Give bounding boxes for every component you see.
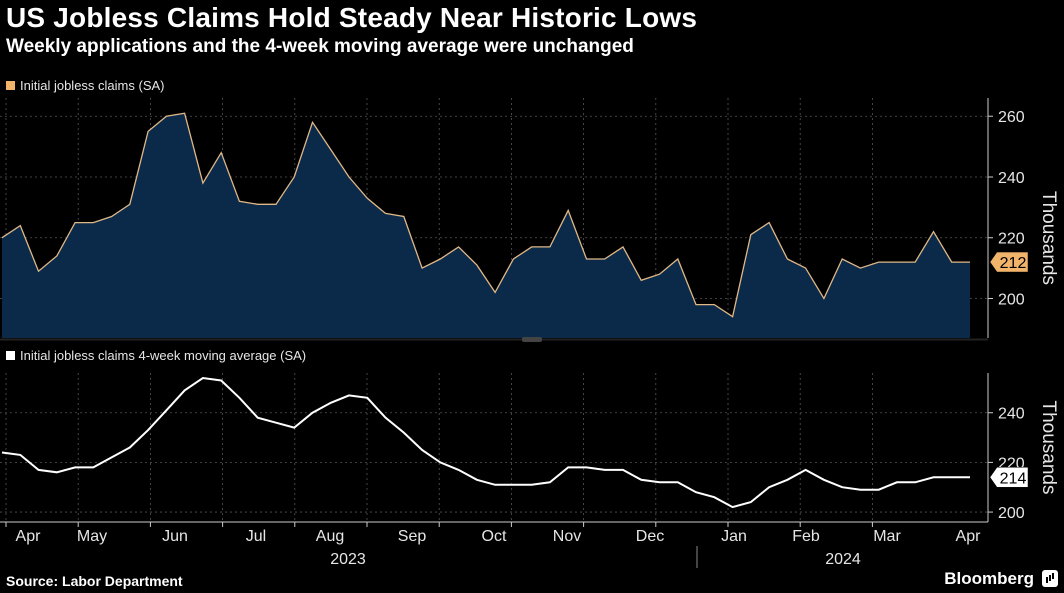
legend-label: Initial jobless claims (SA) — [20, 78, 165, 93]
y-tick-label: 260 — [998, 109, 1025, 126]
legend-swatch-icon — [6, 351, 15, 360]
claims-line — [1, 112, 970, 318]
x-year-label: 2023 — [330, 551, 366, 568]
last-value-badge — [989, 467, 1029, 488]
x-tick-label: May — [77, 528, 107, 545]
last-value-label: 212 — [1000, 255, 1027, 272]
legend-label: Initial jobless claims 4-week moving ave… — [20, 348, 307, 363]
x-year-label: 2024 — [825, 551, 861, 568]
x-tick-label: Apr — [956, 528, 982, 545]
y-axis-title: Thousands — [1038, 400, 1059, 494]
y-tick-label: 240 — [998, 406, 1025, 423]
moving-average-line — [1, 376, 970, 509]
x-tick-label: Jul — [246, 528, 266, 545]
x-tick-label: Dec — [636, 528, 664, 545]
x-tick-label: Aug — [316, 528, 344, 545]
legend-moving-average: Initial jobless claims 4-week moving ave… — [6, 348, 306, 363]
source-note: Source: Labor Department — [6, 573, 183, 589]
bloomberg-chart-icon — [1042, 570, 1058, 587]
panel-1: 200 220 240 260 212 Thousands — [0, 98, 1059, 338]
x-tick-label: Feb — [792, 528, 820, 545]
y-tick-label: 240 — [998, 170, 1025, 187]
last-value-label: 214 — [1000, 470, 1027, 487]
x-tick-label: Apr — [16, 528, 42, 545]
y-tick-label: 200 — [998, 292, 1025, 309]
x-tick-label: Sep — [398, 528, 427, 545]
y-axis-title: Thousands — [1038, 191, 1059, 285]
x-tick-label: Nov — [553, 528, 581, 545]
claims-area — [2, 113, 970, 338]
x-tick-label: Mar — [873, 528, 901, 545]
legend-swatch-icon — [6, 81, 15, 90]
x-axis: Apr May Jun Jul Aug Sep Oct Nov Dec Jan Feb Mar Apr 2… — [0, 521, 988, 568]
legend-initial-claims: Initial jobless claims (SA) — [6, 78, 165, 93]
last-value-badge — [989, 251, 1029, 273]
chart-subtitle: Weekly applications and the 4-week movin… — [6, 36, 634, 57]
y-tick-label: 220 — [998, 231, 1025, 248]
separator-handle-icon — [522, 337, 542, 342]
chart-title: US Jobless Claims Hold Steady Near Histo… — [6, 2, 698, 33]
y-tick-label: 200 — [998, 505, 1025, 522]
x-tick-label: Oct — [482, 528, 507, 545]
x-tick-label: Jan — [721, 528, 747, 545]
brand-logo: Bloomberg — [944, 569, 1034, 588]
x-tick-label: Jun — [162, 528, 188, 545]
